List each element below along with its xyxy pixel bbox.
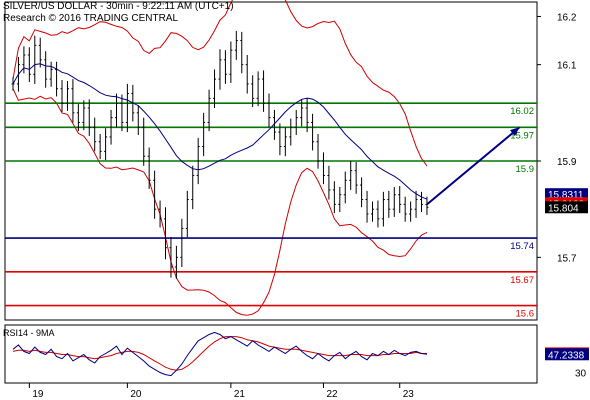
level-label: 15.9 (516, 164, 535, 175)
rsi-tag-label: 47.2338 (548, 350, 585, 361)
level-label: 16.02 (510, 106, 534, 117)
level-label: 15.97 (510, 130, 534, 141)
level-label: 15.6 (516, 309, 535, 320)
price-tag-label: 15.8311 (548, 190, 584, 201)
x-tick-label: 19 (32, 389, 44, 400)
rsi-tick-label: 30 (575, 368, 587, 379)
price-tag-label: 15.804 (548, 203, 579, 214)
level-label: 15.74 (510, 241, 534, 252)
y-tick-label: 15.7 (557, 253, 577, 264)
chart-title: SILVER/US DOLLAR - 30min - 9:22:11 AM (U… (3, 1, 234, 12)
x-tick-label: 20 (130, 389, 142, 400)
rsi-panel-frame (4, 324, 538, 384)
rsi-line (12, 331, 428, 377)
chart-credit: Research © 2016 TRADING CENTRAL (3, 13, 179, 24)
bollinger-upper-line (12, 0, 428, 167)
forecast-arrow-shaft (426, 126, 521, 206)
x-tick-label: 22 (326, 389, 338, 400)
y-tick-label: 16.2 (557, 12, 577, 23)
level-label: 15.67 (510, 275, 534, 286)
rsi-ma-line (12, 336, 428, 371)
price-tag (545, 188, 588, 201)
price-tag (545, 201, 588, 214)
x-tick-label: 21 (234, 389, 246, 400)
rsi-title: RSI14 - 9MA (3, 328, 55, 338)
x-tick-label: 23 (403, 389, 415, 400)
bollinger-lower-line (12, 88, 428, 316)
y-tick-label: 16.1 (557, 61, 577, 72)
forecast-arrow-head (509, 127, 520, 137)
moving-average-line (12, 63, 428, 200)
y-tick-label: 15.9 (557, 157, 577, 168)
rsi-tag (545, 348, 589, 361)
